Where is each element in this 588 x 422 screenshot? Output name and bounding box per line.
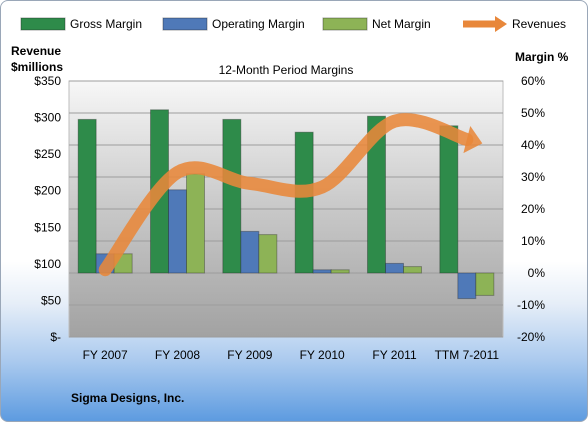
- bar-gross-margin: [439, 125, 459, 274]
- bar-gross-margin: [77, 118, 97, 274]
- revenue-line: [98, 113, 474, 277]
- bar-net-margin: [258, 234, 278, 274]
- company-name: Sigma Designs, Inc.: [71, 391, 184, 405]
- left-tick-label: $200: [34, 184, 61, 198]
- right-tick-label: 20%: [521, 202, 545, 216]
- right-tick-label: -20%: [517, 330, 545, 344]
- category-label: FY 2009: [227, 348, 272, 362]
- category-label: TTM 7-2011: [435, 348, 500, 362]
- left-tick-label: $-: [50, 330, 61, 344]
- bar-gross-margin: [294, 131, 314, 274]
- bar-net-margin: [403, 266, 422, 274]
- right-tick-label: -10%: [517, 298, 545, 312]
- legend-swatch-operating-margin: [162, 17, 208, 31]
- left-axis-label: Revenue: [11, 44, 61, 58]
- legend-label: Operating Margin: [212, 17, 305, 31]
- right-tick-label: 30%: [521, 170, 545, 184]
- revenue-arrowhead: [463, 125, 483, 154]
- right-axis-label: Margin %: [515, 50, 569, 64]
- left-tick-label: $150: [34, 220, 61, 234]
- bar-operating-margin: [240, 230, 260, 274]
- left-axis-label: $millions: [11, 60, 63, 74]
- left-tick-label: $350: [34, 74, 61, 88]
- legend-label: Gross Margin: [70, 17, 142, 31]
- category-label: FY 2010: [300, 348, 345, 362]
- bar-operating-margin: [385, 262, 404, 274]
- category-label: FY 2011: [372, 348, 417, 362]
- bar-net-margin: [186, 173, 205, 274]
- left-tick-label: $50: [41, 293, 61, 307]
- bar-net-margin: [475, 272, 495, 296]
- chart-title: 12-Month Period Margins: [219, 63, 354, 77]
- right-tick-label: 10%: [521, 234, 545, 248]
- bar-gross-margin: [367, 115, 386, 274]
- category-label: FY 2007: [83, 348, 128, 362]
- legend-swatch-net-margin: [322, 17, 368, 31]
- bar-gross-margin: [222, 118, 242, 274]
- legend-label: Revenues: [512, 17, 566, 31]
- bar-operating-margin: [457, 272, 477, 300]
- legend-swatch-revenues-arrow: [495, 16, 507, 32]
- legend-swatch-gross-margin: [20, 17, 66, 31]
- right-tick-label: 50%: [521, 106, 545, 120]
- right-tick-label: 0%: [528, 266, 546, 280]
- bar-operating-margin: [168, 189, 187, 274]
- legend-label: Net Margin: [372, 17, 431, 31]
- bar-net-margin: [330, 269, 350, 274]
- left-tick-label: $250: [34, 147, 61, 161]
- category-label: FY 2008: [155, 348, 200, 362]
- right-tick-label: 60%: [521, 74, 545, 88]
- left-tick-label: $300: [34, 111, 61, 125]
- bar-operating-margin: [312, 269, 332, 274]
- left-tick-label: $100: [34, 257, 61, 271]
- right-tick-label: 40%: [521, 138, 545, 152]
